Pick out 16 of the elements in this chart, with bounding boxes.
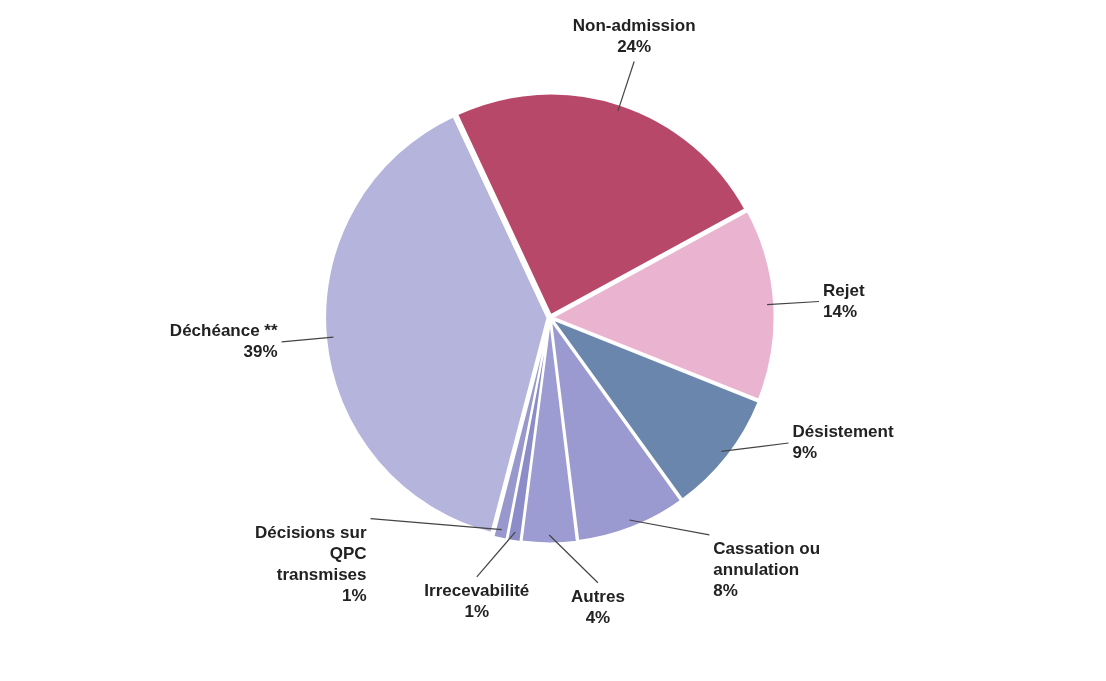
data-label: 1% xyxy=(464,602,490,622)
data-label: 1% xyxy=(341,585,367,605)
slice-label: Cassation ou annulation xyxy=(713,539,821,580)
slice-label: Décisions sur QPC transmises xyxy=(255,522,367,584)
slice-label: Désistement xyxy=(792,422,894,442)
slice-label: Déchéance ** xyxy=(169,321,278,341)
data-label: 24% xyxy=(617,36,652,56)
data-label: 39% xyxy=(243,342,278,362)
data-label: 8% xyxy=(713,581,738,601)
slice-label: Rejet xyxy=(823,280,865,300)
slice-label: Non-admission xyxy=(572,15,696,35)
data-label: 14% xyxy=(823,301,858,321)
slice-label: Autres xyxy=(570,586,625,606)
data-label: 4% xyxy=(585,607,611,627)
slice-label: Irrecevabilité xyxy=(424,581,530,601)
data-label: 9% xyxy=(792,443,818,463)
